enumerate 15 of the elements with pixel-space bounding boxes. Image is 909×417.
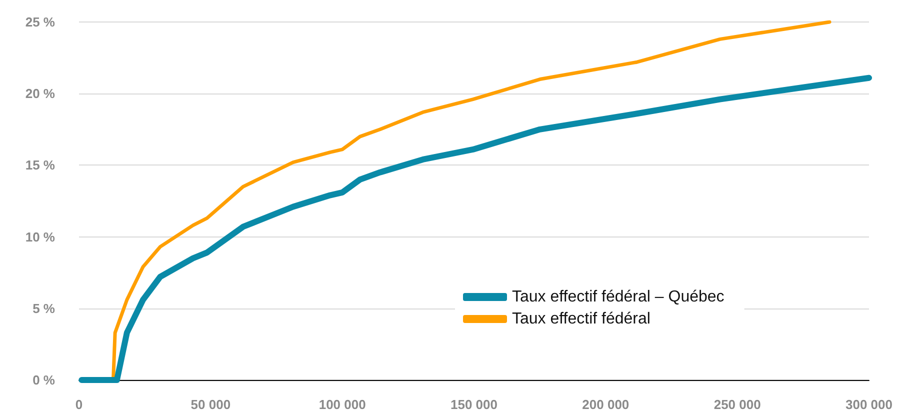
legend-label: Taux effectif fédéral — [512, 310, 650, 328]
legend-label: Taux effectif fédéral – Québec — [512, 288, 724, 306]
x-tick-label: 100 000 — [318, 397, 366, 412]
x-tick-label: 50 000 — [190, 397, 231, 412]
x-tick-label: 150 000 — [450, 397, 498, 412]
y-tick-label: 20 % — [25, 86, 56, 102]
y-tick-label: 10 % — [25, 229, 56, 244]
y-tick-label: 25 % — [25, 14, 56, 30]
x-tick-label: 300 000 — [846, 397, 892, 412]
y-tick-label: 15 % — [25, 158, 56, 173]
y-tick-label: 0 % — [32, 372, 56, 388]
x-tick-label: 0 — [75, 397, 83, 412]
x-tick-label: 200 000 — [582, 397, 630, 412]
y-tick-label: 5 % — [32, 300, 56, 316]
x-tick-label: 250 000 — [714, 397, 761, 412]
